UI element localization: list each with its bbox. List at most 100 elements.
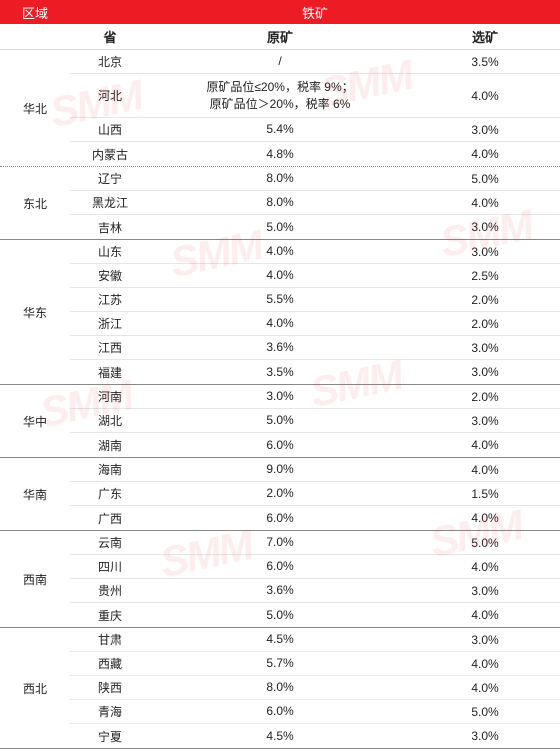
table-row: 西藏5.7%4.0% [70, 652, 560, 676]
table-row: 海南9.0%4.0% [70, 458, 560, 482]
cell-selected-ore: 3.0% [410, 729, 560, 743]
table-row: 四川6.0%4.0% [70, 555, 560, 579]
cell-province: 山东 [70, 243, 150, 260]
cell-raw-ore: 6.0% [150, 703, 410, 720]
cell-province: 陕西 [70, 679, 150, 696]
region-block: 西南云南7.0%5.0%四川6.0%4.0%贵州3.6%3.0%重庆5.0%4.… [0, 531, 560, 628]
table-row: 宁夏4.5%3.0% [70, 724, 560, 748]
cell-province: 广西 [70, 510, 150, 527]
table-row: 安徽4.0%2.5% [70, 264, 560, 288]
cell-raw-ore: 6.0% [150, 558, 410, 575]
cell-selected-ore: 1.5% [410, 487, 560, 501]
cell-selected-ore: 5.0% [410, 172, 560, 186]
table-row: 辽宁8.0%5.0% [70, 167, 560, 191]
cell-province: 甘肃 [70, 631, 150, 648]
cell-province: 湖南 [70, 437, 150, 454]
table-row: 河南3.0%2.0% [70, 385, 560, 409]
cell-raw-ore: 3.0% [150, 388, 410, 405]
region-rows: 海南9.0%4.0%广东2.0%1.5%广西6.0%4.0% [70, 458, 560, 530]
cell-raw-ore: 4.5% [150, 728, 410, 745]
header-region: 区域 [0, 3, 70, 22]
table-row: 吉林5.0%3.0% [70, 215, 560, 239]
cell-province: 吉林 [70, 219, 150, 236]
cell-raw-ore: 9.0% [150, 461, 410, 478]
cell-raw-ore: 4.5% [150, 631, 410, 648]
cell-province: 河北 [70, 87, 150, 104]
region-block: 华南海南9.0%4.0%广东2.0%1.5%广西6.0%4.0% [0, 458, 560, 531]
cell-raw-ore: 8.0% [150, 679, 410, 696]
table-row: 青海6.0%5.0% [70, 700, 560, 724]
region-name: 西南 [0, 531, 70, 627]
cell-raw-ore: 8.0% [150, 170, 410, 187]
cell-raw-ore: 5.0% [150, 219, 410, 236]
cell-raw-ore: 5.0% [150, 412, 410, 429]
cell-raw-ore: 5.7% [150, 655, 410, 672]
cell-province: 黑龙江 [70, 194, 150, 211]
region-name: 华北 [0, 50, 70, 166]
table-subheader: 省 原矿 选矿 [0, 24, 560, 50]
region-rows: 甘肃4.5%3.0%西藏5.7%4.0%陕西8.0%4.0%青海6.0%5.0%… [70, 628, 560, 748]
cell-selected-ore: 4.0% [410, 511, 560, 525]
cell-raw-ore: 3.6% [150, 582, 410, 599]
cell-selected-ore: 4.0% [410, 147, 560, 161]
table-container: SMM SMM SMM SMM SMM SMM SMM SMM 区域 铁矿 省 … [0, 0, 560, 749]
table-row: 山西5.4%3.0% [70, 118, 560, 142]
region-rows: 山东4.0%3.0%安徽4.0%2.5%江苏5.5%2.0%浙江4.0%2.0%… [70, 240, 560, 384]
cell-province: 内蒙古 [70, 146, 150, 163]
cell-province: 北京 [70, 53, 150, 70]
cell-province: 云南 [70, 534, 150, 551]
table-row: 甘肃4.5%3.0% [70, 628, 560, 652]
cell-raw-ore: 4.0% [150, 267, 410, 284]
cell-raw-ore: 5.5% [150, 291, 410, 308]
table-row: 广西6.0%4.0% [70, 506, 560, 530]
cell-selected-ore: 4.0% [410, 681, 560, 695]
cell-province: 安徽 [70, 267, 150, 284]
cell-selected-ore: 5.0% [410, 536, 560, 550]
table-row: 内蒙古4.8%4.0% [70, 142, 560, 166]
table-row: 湖南6.0%4.0% [70, 433, 560, 457]
region-block: 华中河南3.0%2.0% 湖北5.0% 3.0% 湖南6.0%4.0% [0, 385, 560, 458]
region-block: 西北甘肃4.5%3.0%西藏5.7%4.0%陕西8.0%4.0%青海6.0%5.… [0, 628, 560, 749]
table-row: 黑龙江8.0%4.0% [70, 191, 560, 215]
cell-province: 重庆 [70, 607, 150, 624]
table-header: 区域 铁矿 [0, 0, 560, 24]
cell-raw-ore: 3.5% [150, 364, 410, 381]
table-row: 浙江4.0%2.0% [70, 312, 560, 336]
region-name: 华中 [0, 385, 70, 457]
cell-selected-ore: 3.0% [410, 633, 560, 647]
region-name: 华南 [0, 458, 70, 530]
cell-raw-ore: 6.0% [150, 510, 410, 527]
header-iron-ore: 铁矿 [70, 3, 560, 22]
cell-province: 江西 [70, 339, 150, 356]
cell-selected-ore: 2.5% [410, 269, 560, 283]
region-rows: 云南7.0%5.0%四川6.0%4.0%贵州3.6%3.0%重庆5.0%4.0% [70, 531, 560, 627]
cell-province: 福建 [70, 364, 150, 381]
cell-selected-ore: 4.0% [410, 89, 560, 103]
cell-raw-ore: 原矿品位≤20%，税率 9%；原矿品位＞20%，税率 6% [150, 79, 410, 113]
region-name: 华东 [0, 240, 70, 384]
cell-selected-ore: 4.0% [410, 438, 560, 452]
cell-selected-ore: 4.0% [410, 463, 560, 477]
cell-selected-ore: 4.0% [410, 560, 560, 574]
cell-province: 湖北 [70, 412, 150, 429]
cell-province: 四川 [70, 558, 150, 575]
cell-raw-ore: / [150, 53, 410, 70]
table-row: 江苏5.5%2.0% [70, 288, 560, 312]
cell-selected-ore: 3.0% [410, 341, 560, 355]
table-row: 山东4.0%3.0% [70, 240, 560, 264]
cell-selected-ore: 4.0% [410, 657, 560, 671]
region-name: 东北 [0, 167, 70, 239]
cell-selected-ore: 5.0% [410, 705, 560, 719]
cell-province: 山西 [70, 121, 150, 138]
cell-province: 浙江 [70, 315, 150, 332]
region-rows: 辽宁8.0%5.0%黑龙江8.0%4.0%吉林5.0%3.0% [70, 167, 560, 239]
cell-raw-ore: 8.0% [150, 194, 410, 211]
region-block: 华东山东4.0%3.0%安徽4.0%2.5%江苏5.5%2.0%浙江4.0%2.… [0, 240, 560, 385]
cell-selected-ore: 3.5% [410, 55, 560, 69]
table-row: 江西3.6%3.0% [70, 336, 560, 360]
region-block: 华北北京/3.5% 河北原矿品位≤20%，税率 9%；原矿品位＞20%，税率 6%… [0, 50, 560, 167]
table-row: 重庆5.0%4.0% [70, 603, 560, 627]
cell-selected-ore: 2.0% [410, 293, 560, 307]
cell-raw-ore: 5.0% [150, 607, 410, 624]
cell-selected-ore: 3.0% [410, 365, 560, 379]
